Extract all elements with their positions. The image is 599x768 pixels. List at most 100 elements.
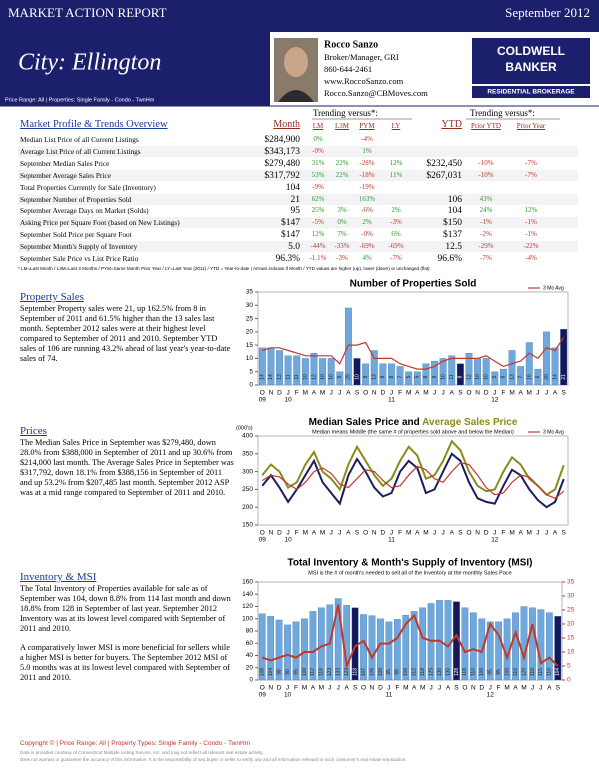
x-tick-label: J [493,530,496,537]
cell-value: -4% [361,135,373,143]
bar [275,619,283,681]
data-label: 8 [363,375,369,378]
x-tick-label: M [320,530,325,537]
x-tick-label: S [454,685,459,692]
year-label: 10 [285,397,293,404]
data-label: 11 [449,374,455,379]
cell-value: 31% [311,158,325,167]
x-tick-label: O [361,685,366,692]
cell-value: 53% [311,170,325,179]
x-tick-label: J [338,390,341,397]
cell-value: 2% [391,206,401,215]
data-label: 118 [530,668,536,676]
x-tick-label: M [504,685,509,692]
column-header: LY [391,122,401,130]
year-label: 11 [388,397,395,404]
x-tick-label: J [390,390,393,397]
agent-suit [278,90,314,102]
y2-tick-label: 5 [567,663,571,670]
data-label: 5 [415,375,421,378]
y-tick-label: 250 [242,486,253,493]
bar [499,368,507,386]
bar [319,358,327,386]
data-label: 104 [555,668,561,677]
agent-phone: 860-644-2461 [324,64,372,74]
header-band [0,0,599,32]
data-label: 130 [445,668,451,677]
bar [444,600,452,681]
cell-value: $232,450 [426,158,462,169]
x-tick-label: J [438,685,441,692]
data-label: 6 [501,375,507,378]
agent-email[interactable]: Rocco.Sanzo@CBMoves.com [324,88,428,98]
x-tick-label: M [420,685,425,692]
column-header: YTD [441,119,462,130]
cell-value: $284,900 [264,135,300,145]
x-tick-label: O [260,685,265,692]
x-tick-label: A [346,530,351,537]
data-label: 110 [547,668,553,676]
chart-subtitle: Median means Middle (the same # of prope… [312,429,514,435]
data-label: 10 [475,374,481,380]
chart-title: Total Inventory & Month's Supply of Inve… [288,558,533,569]
row-band [18,217,578,229]
y2-tick-label: 20 [567,621,575,628]
cell-value: -7% [525,170,537,179]
x-tick-label: A [415,530,420,537]
x-tick-label: M [423,390,428,397]
row-label: September Sale Price vs List Price Ratio [20,254,139,263]
cell-value: 104 [447,206,462,217]
bar [431,360,438,386]
x-tick-label: J [338,530,341,537]
x-tick-label: F [398,390,402,397]
bar [486,621,494,681]
cell-value: $147 [281,230,300,241]
x-tick-label: N [471,685,476,692]
x-tick-label: A [547,685,552,692]
x-tick-label: A [450,390,455,397]
x-tick-label: A [312,530,317,537]
bar [491,371,499,386]
y-tick-label: 15 [246,342,254,349]
year-label: 09 [259,397,267,404]
y-tick-label: 160 [242,579,253,586]
data-label: 133 [336,668,342,677]
year-label: 11 [388,537,395,544]
plot-area [257,581,563,681]
cell-value: -3% [336,254,348,262]
x-tick-label: J [433,530,436,537]
y-tick-label: 40 [246,652,254,659]
line [261,452,565,509]
cell-value: 11% [389,170,403,179]
data-label: 12 [311,374,317,380]
data-label: 8 [458,375,464,378]
bar [529,607,536,681]
city: City: Ellington [18,50,161,76]
x-tick-label: A [311,685,316,692]
logo-line: RESIDENTIAL BROKERAGE [487,89,575,96]
agent-face [284,47,308,77]
bar [419,607,427,681]
bar [465,352,473,386]
data-label: 128 [454,668,460,677]
x-tick-label: A [412,685,417,692]
cell-value: 43% [479,194,493,203]
data-label: 5 [492,375,498,378]
title-part: and [399,417,422,428]
cell-value: -69% [388,242,404,251]
cell-value: -1% [525,230,537,239]
cell-value: $343,173 [264,146,300,157]
data-label: 125 [428,668,434,677]
row-band [18,193,578,205]
x-tick-label: D [381,530,386,537]
cell-value: -22% [523,242,539,251]
x-tick-label: J [330,390,333,397]
x-tick-label: M [303,530,308,537]
agent-web[interactable]: www.RoccoSanzo.com [324,76,404,86]
x-tick-label: N [269,530,274,537]
x-tick-label: M [320,390,325,397]
y2-tick-label: 30 [567,593,575,600]
bar [448,355,456,386]
cell-value: 12.5 [445,242,462,253]
row-label: Asking Price per Square Foot (based on N… [20,218,180,228]
